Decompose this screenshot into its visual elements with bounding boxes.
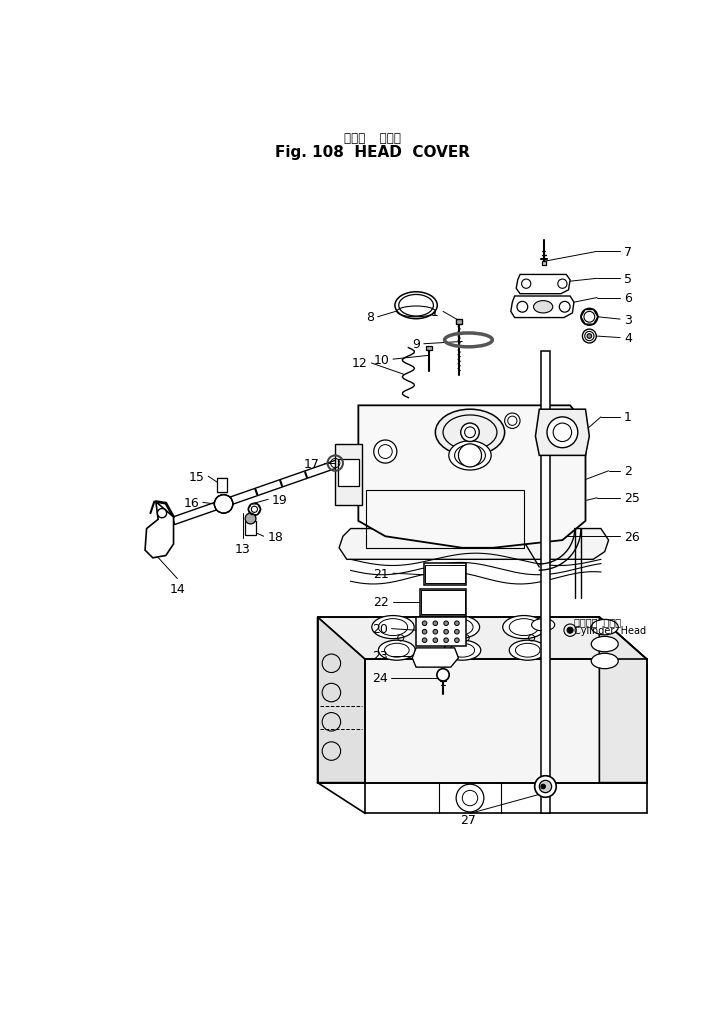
Text: 17: 17 xyxy=(304,457,320,470)
Circle shape xyxy=(582,330,596,344)
Circle shape xyxy=(581,309,598,326)
Text: Cylinder  Head: Cylinder Head xyxy=(574,626,646,636)
Circle shape xyxy=(459,445,481,467)
Circle shape xyxy=(443,638,449,643)
Circle shape xyxy=(461,424,479,442)
Circle shape xyxy=(443,630,449,635)
Text: 8: 8 xyxy=(366,311,374,324)
Circle shape xyxy=(534,776,556,798)
Bar xyxy=(245,522,256,535)
Ellipse shape xyxy=(591,637,618,652)
Ellipse shape xyxy=(509,641,546,660)
Bar xyxy=(542,262,546,266)
Text: シリンダ ヘッド: シリンダ ヘッド xyxy=(574,617,621,627)
Bar xyxy=(420,589,466,616)
Ellipse shape xyxy=(395,292,437,319)
Polygon shape xyxy=(516,275,570,294)
Text: 21: 21 xyxy=(374,567,389,580)
Bar xyxy=(422,590,465,615)
Ellipse shape xyxy=(449,442,491,470)
Polygon shape xyxy=(145,502,174,558)
Bar xyxy=(424,564,466,585)
Ellipse shape xyxy=(378,641,415,660)
Text: 11: 11 xyxy=(423,305,439,318)
Ellipse shape xyxy=(531,619,555,631)
Text: ヘッド  カバー: ヘッド カバー xyxy=(344,132,401,145)
Text: 20: 20 xyxy=(371,623,387,636)
Circle shape xyxy=(505,413,520,429)
Polygon shape xyxy=(599,618,647,783)
Text: 14: 14 xyxy=(169,583,185,595)
Circle shape xyxy=(374,441,397,464)
Polygon shape xyxy=(335,445,362,506)
Text: 19: 19 xyxy=(272,493,288,507)
Text: 2: 2 xyxy=(624,465,632,478)
Ellipse shape xyxy=(591,654,618,669)
Bar xyxy=(425,565,465,583)
Ellipse shape xyxy=(371,616,414,639)
Circle shape xyxy=(433,638,438,643)
Text: 13: 13 xyxy=(235,543,251,556)
Text: 5: 5 xyxy=(624,273,632,285)
Polygon shape xyxy=(318,618,365,783)
Text: 24: 24 xyxy=(371,671,387,684)
Circle shape xyxy=(422,638,427,643)
Circle shape xyxy=(248,503,260,516)
Text: 16: 16 xyxy=(183,496,199,510)
Bar xyxy=(426,347,433,351)
Polygon shape xyxy=(412,648,459,667)
Ellipse shape xyxy=(437,616,480,639)
Circle shape xyxy=(422,622,427,626)
Circle shape xyxy=(157,509,166,519)
Ellipse shape xyxy=(534,301,553,313)
Circle shape xyxy=(454,630,459,635)
Circle shape xyxy=(567,628,573,634)
Text: 15: 15 xyxy=(188,470,204,483)
Text: 9: 9 xyxy=(412,338,420,351)
Circle shape xyxy=(541,785,545,789)
Polygon shape xyxy=(339,529,608,560)
Bar xyxy=(456,319,462,325)
Bar xyxy=(416,618,466,647)
Circle shape xyxy=(547,418,578,448)
Circle shape xyxy=(341,464,356,479)
Text: 25: 25 xyxy=(624,491,640,504)
Ellipse shape xyxy=(443,641,481,660)
Polygon shape xyxy=(358,406,585,548)
Polygon shape xyxy=(318,618,647,660)
Text: 27: 27 xyxy=(460,813,476,826)
Circle shape xyxy=(433,622,438,626)
Text: 23: 23 xyxy=(371,649,387,662)
Circle shape xyxy=(437,669,449,681)
Circle shape xyxy=(539,780,552,793)
Text: 18: 18 xyxy=(268,530,284,543)
Text: 22: 22 xyxy=(374,595,389,609)
Bar xyxy=(217,479,227,493)
Text: 1: 1 xyxy=(624,411,632,424)
Text: 26: 26 xyxy=(624,530,640,543)
Ellipse shape xyxy=(502,616,545,639)
Bar xyxy=(337,460,359,486)
Circle shape xyxy=(245,514,256,525)
Polygon shape xyxy=(511,296,574,318)
Text: 6: 6 xyxy=(624,292,632,304)
Text: 10: 10 xyxy=(373,353,389,366)
Text: 4: 4 xyxy=(624,332,632,345)
Circle shape xyxy=(433,630,438,635)
Circle shape xyxy=(422,630,427,635)
Circle shape xyxy=(454,638,459,643)
Ellipse shape xyxy=(435,409,505,456)
Polygon shape xyxy=(365,660,647,783)
Circle shape xyxy=(214,495,233,514)
Ellipse shape xyxy=(591,620,618,635)
Circle shape xyxy=(454,622,459,626)
Text: 7: 7 xyxy=(624,246,632,259)
Bar xyxy=(541,352,550,814)
Text: 12: 12 xyxy=(352,357,368,370)
Text: 3: 3 xyxy=(624,313,632,327)
Text: Fig. 108  HEAD  COVER: Fig. 108 HEAD COVER xyxy=(275,145,470,160)
Polygon shape xyxy=(536,409,590,456)
Circle shape xyxy=(443,622,449,626)
Circle shape xyxy=(587,335,592,339)
